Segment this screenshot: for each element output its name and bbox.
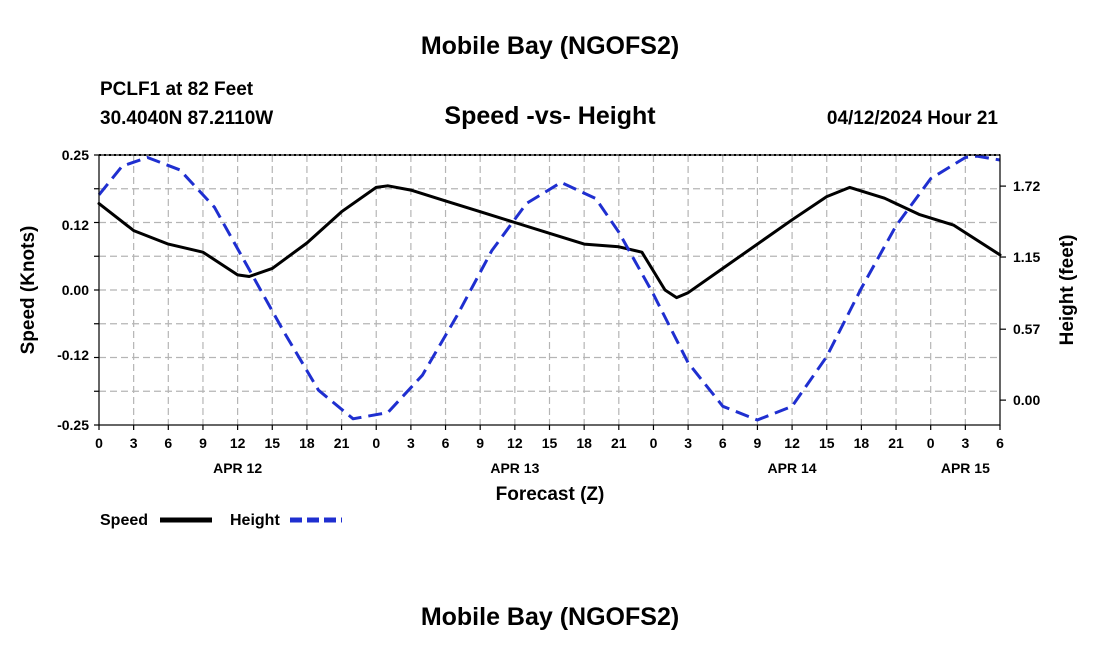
x-tick-label: 3	[961, 435, 969, 451]
legend-speed-label: Speed	[100, 512, 148, 529]
x-tick-label: 0	[372, 435, 380, 451]
y2-tick-label: 1.72	[1013, 178, 1040, 194]
x-tick-label: 21	[334, 435, 350, 451]
y-axis-label: Speed (Knots)	[18, 226, 39, 355]
y2-axis-label: Height (feet)	[1057, 235, 1078, 346]
series-line-height	[97, 154, 1001, 422]
x-tick-label: 21	[888, 435, 904, 451]
grid-lines	[99, 154, 1000, 425]
x-tick-label: 9	[476, 435, 484, 451]
x-tick-label: 15	[264, 435, 280, 451]
axis-ticks	[94, 154, 1006, 430]
chart-subtitle: Speed -vs- Height	[444, 102, 656, 130]
x-day-label: APR 13	[490, 460, 539, 476]
x-tick-label: 21	[611, 435, 627, 451]
y-tick-label: 0.00	[62, 282, 89, 298]
y-tick-label: 0.12	[62, 217, 89, 233]
station-label: PCLF1 at 82 Feet	[100, 79, 254, 100]
x-tick-label: 18	[299, 435, 315, 451]
x-tick-label: 12	[507, 435, 523, 451]
x-tick-label: 18	[854, 435, 870, 451]
plot-frame	[98, 154, 1001, 426]
x-tick-label: 3	[684, 435, 692, 451]
y2-tick-label: 1.15	[1013, 249, 1040, 265]
x-tick-label: 6	[996, 435, 1004, 451]
legend: Speed Height	[100, 512, 342, 529]
legend-height-label: Height	[230, 512, 280, 529]
x-tick-label: 6	[442, 435, 450, 451]
x-tick-label: 0	[650, 435, 658, 451]
x-day-label: APR 15	[941, 460, 990, 476]
coordinates-label: 30.4040N 87.2110W	[100, 108, 273, 129]
x-tick-label: 6	[719, 435, 727, 451]
y-tick-label: -0.12	[57, 347, 89, 363]
x-tick-label: 0	[927, 435, 935, 451]
tick-labels: 0.25 0.12 0.00 -0.12 -0.25 1.72 1.15 0.57 0.00 0 3…	[57, 147, 1040, 476]
x-tick-label: 0	[95, 435, 103, 451]
series-line-speed	[97, 184, 1002, 300]
x-tick-label: 12	[784, 435, 800, 451]
footer-title: Mobile Bay (NGOFS2)	[421, 603, 679, 631]
y-tick-label: 0.25	[62, 147, 89, 163]
y2-tick-label: 0.00	[1013, 392, 1040, 408]
x-day-label: APR 12	[213, 460, 262, 476]
x-tick-label: 9	[199, 435, 207, 451]
x-tick-label: 9	[754, 435, 762, 451]
chart-title: Mobile Bay (NGOFS2)	[421, 32, 679, 60]
x-tick-label: 12	[230, 435, 246, 451]
x-tick-label: 15	[542, 435, 558, 451]
x-tick-label: 3	[407, 435, 415, 451]
x-tick-label: 6	[164, 435, 172, 451]
x-tick-label: 15	[819, 435, 835, 451]
y2-tick-label: 0.57	[1013, 321, 1040, 337]
x-tick-label: 3	[130, 435, 138, 451]
y-tick-label: -0.25	[57, 417, 89, 433]
x-tick-label: 18	[576, 435, 592, 451]
series-lines	[97, 154, 1002, 422]
x-axis-label: Forecast (Z)	[496, 484, 605, 505]
forecast-datetime: 04/12/2024 Hour 21	[827, 108, 999, 129]
x-day-label: APR 14	[768, 460, 817, 476]
